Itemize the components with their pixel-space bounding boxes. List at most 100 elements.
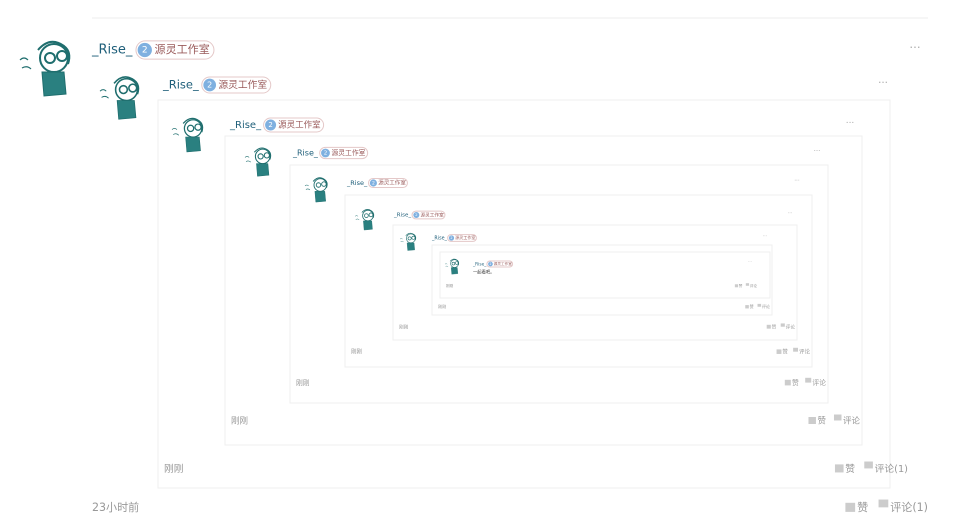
more-button[interactable]: ··· <box>794 179 800 185</box>
comment-icon <box>864 461 873 469</box>
avatar-scribble <box>171 128 180 136</box>
comment-button[interactable]: 评论(1) <box>890 500 928 514</box>
avatar-body <box>116 100 137 120</box>
comment-button[interactable]: 评论 <box>750 283 758 288</box>
badge-level: 2 <box>142 46 148 56</box>
badge-level: 2 <box>450 236 452 240</box>
avatar-glass <box>315 182 322 188</box>
like-icon <box>776 349 782 354</box>
username[interactable]: _Rise_ <box>393 213 411 219</box>
comment-button[interactable]: 评论 <box>812 378 826 387</box>
badge-level: 2 <box>268 121 272 129</box>
timestamp: 刚刚 <box>438 303 446 309</box>
username[interactable]: _Rise_ <box>292 149 319 158</box>
avatar-glass <box>321 181 327 187</box>
badge-level: 2 <box>207 81 212 90</box>
like-icon <box>766 324 771 329</box>
badge-pill <box>135 40 215 60</box>
username[interactable]: _Rise_ <box>431 236 448 242</box>
more-button[interactable]: ··· <box>909 41 920 55</box>
avatar-glass <box>194 123 202 131</box>
avatar-glass <box>364 213 369 218</box>
avatar[interactable] <box>354 209 375 231</box>
like-icon <box>834 464 844 473</box>
avatar[interactable] <box>244 147 272 177</box>
badge: 源灵工作室 <box>278 120 321 131</box>
avatar-glass <box>407 236 412 241</box>
avatar[interactable] <box>99 76 140 120</box>
avatar-hair <box>253 147 272 160</box>
avatar-glass <box>455 261 459 265</box>
more-button[interactable]: ··· <box>763 235 767 240</box>
badge: 源灵工作室 <box>420 212 444 219</box>
avatar-scribble <box>19 57 32 70</box>
badge-pill <box>447 234 477 242</box>
badge-level-icon <box>137 42 152 58</box>
like-button[interactable]: 赞 <box>782 348 788 356</box>
comment-button[interactable]: 评论 <box>786 324 796 331</box>
avatar-hair <box>405 232 417 241</box>
comment-icon <box>745 283 750 286</box>
username[interactable]: _Rise_ <box>472 262 487 268</box>
avatar[interactable] <box>171 117 204 153</box>
like-button[interactable]: 赞 <box>792 378 799 387</box>
badge-level-icon <box>321 148 330 158</box>
like-button[interactable]: 赞 <box>750 303 754 309</box>
badge-pill <box>319 146 369 160</box>
comment-button[interactable]: 评论 <box>799 348 811 356</box>
like-button[interactable]: 赞 <box>772 324 777 331</box>
like-button[interactable]: 赞 <box>845 462 855 475</box>
avatar[interactable] <box>19 40 71 97</box>
badge-pill <box>367 177 408 189</box>
avatar-body <box>314 191 326 203</box>
quote-box <box>224 135 863 446</box>
avatar-body <box>256 163 270 177</box>
badge-pill <box>201 76 272 94</box>
avatar-hair <box>37 40 71 65</box>
post-content: 一起看吧。 <box>473 269 494 276</box>
avatar-glass <box>263 152 270 159</box>
avatar-body <box>406 242 415 251</box>
avatar-glass <box>44 52 56 64</box>
timestamp: 刚刚 <box>446 283 454 288</box>
badge: 源灵工作室 <box>218 78 267 91</box>
avatar-body <box>451 267 459 275</box>
badge-pill <box>486 260 514 268</box>
comment-icon <box>833 414 842 421</box>
avatar-scribble <box>99 89 109 99</box>
avatar-hair <box>449 258 460 266</box>
timestamp: 刚刚 <box>164 463 184 475</box>
more-button[interactable]: ··· <box>748 259 752 264</box>
username[interactable]: _Rise_ <box>162 78 199 92</box>
badge-level-icon <box>488 261 493 267</box>
more-button[interactable]: ··· <box>788 211 793 217</box>
avatar-hair <box>361 209 375 219</box>
username[interactable]: _Rise_ <box>229 120 262 131</box>
comment-button[interactable]: 评论 <box>843 416 861 427</box>
like-button[interactable]: 赞 <box>817 416 826 427</box>
more-button[interactable]: ··· <box>814 146 821 155</box>
avatar[interactable] <box>304 177 328 203</box>
username[interactable]: _Rise_ <box>91 43 133 58</box>
badge-level: 2 <box>415 212 418 217</box>
avatar[interactable] <box>444 258 460 275</box>
avatar-glass <box>451 261 456 266</box>
badge: 源灵工作室 <box>494 261 513 266</box>
badge: 源灵工作室 <box>331 148 365 157</box>
more-button[interactable]: ··· <box>878 77 888 89</box>
more-button[interactable]: ··· <box>846 119 855 129</box>
comment-icon <box>757 303 762 307</box>
comment-button[interactable]: 评论(1) <box>875 462 908 475</box>
avatar-scribble <box>304 184 311 191</box>
comment-icon <box>793 347 798 352</box>
like-button[interactable]: 赞 <box>857 501 868 514</box>
badge-pill <box>411 210 446 220</box>
username[interactable]: _Rise_ <box>346 179 368 187</box>
like-button[interactable]: 赞 <box>739 283 743 288</box>
badge: 源灵工作室 <box>455 234 475 240</box>
timestamp: 23小时前 <box>92 500 139 514</box>
avatar-scribble <box>444 263 449 267</box>
comment-button[interactable]: 评论 <box>762 303 770 309</box>
badge: 源灵工作室 <box>155 42 210 56</box>
avatar[interactable] <box>399 232 417 251</box>
